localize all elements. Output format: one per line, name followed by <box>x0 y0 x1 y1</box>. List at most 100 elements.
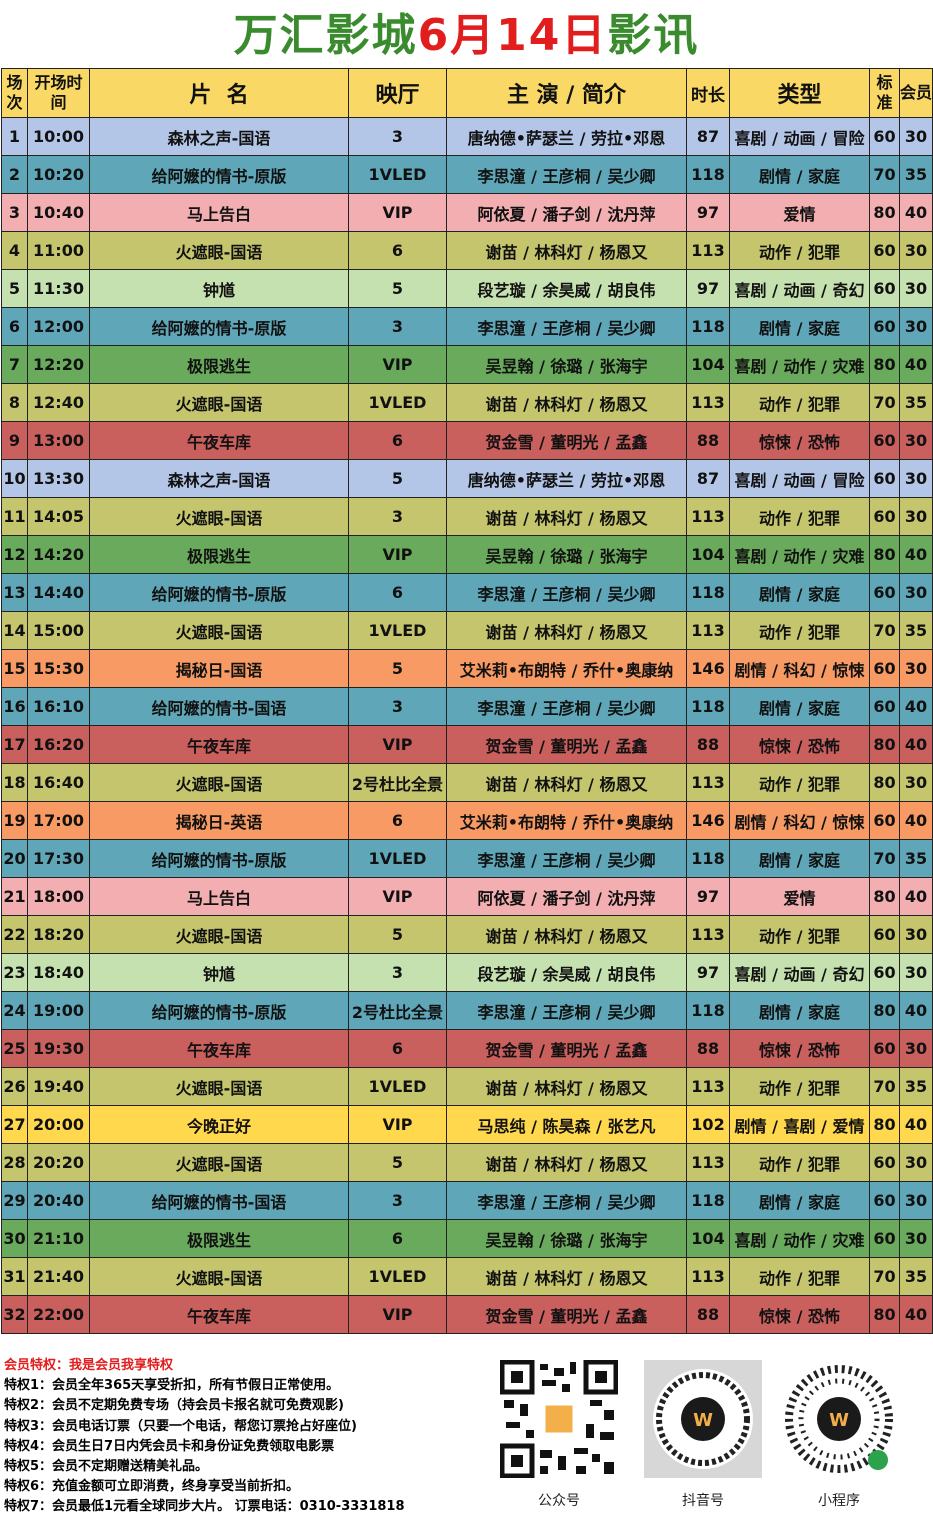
row-standard-price: 60 <box>869 573 900 612</box>
row-film: 马上告白 <box>89 877 349 916</box>
row-duration: 88 <box>686 725 730 764</box>
title-suffix: 影讯 <box>607 10 700 61</box>
schedule-row: 32 22:00 午夜车库 VIP 贺金雪 / 董明光 / 孟鑫 88 惊悚 / 恐怖 80 4… <box>1 1295 933 1334</box>
row-genre: 动作 / 犯罪 <box>729 915 870 954</box>
row-cast: 谢苗 / 林科灯 / 杨恩又 <box>446 1067 687 1106</box>
row-num: 16 <box>1 687 28 726</box>
row-standard-price: 60 <box>869 269 900 308</box>
row-hall: 6 <box>348 1029 447 1068</box>
row-genre: 动作 / 犯罪 <box>729 231 870 270</box>
wechat-qr-code[interactable] <box>499 1359 619 1479</box>
row-film: 午夜车库 <box>89 725 349 764</box>
row-time: 14:20 <box>27 535 90 574</box>
row-film: 今晚正好 <box>89 1105 349 1144</box>
row-num: 25 <box>1 1029 28 1068</box>
schedule-row: 16 16:10 给阿嬷的情书-国语 3 李思潼 / 王彦桐 / 吴少卿 118 剧情 / … <box>1 687 933 726</box>
row-hall: 3 <box>348 687 447 726</box>
row-genre: 剧情 / 家庭 <box>729 687 870 726</box>
row-num: 15 <box>1 649 28 688</box>
row-hall: 5 <box>348 915 447 954</box>
row-hall: 1VLED <box>348 839 447 878</box>
row-time: 16:10 <box>27 687 90 726</box>
schedule-row: 8 12:40 火遮眼-国语 1VLED 谢苗 / 林科灯 / 杨恩又 113 动作 / 犯… <box>1 383 933 422</box>
row-num: 14 <box>1 611 28 650</box>
row-genre: 喜剧 / 动作 / 灾难 <box>729 345 870 384</box>
header-member-price: 会员 <box>899 68 933 118</box>
schedule-row: 2 10:20 给阿嬷的情书-原版 1VLED 李思潼 / 王彦桐 / 吴少卿 118 剧情… <box>1 155 933 194</box>
row-genre: 剧情 / 家庭 <box>729 839 870 878</box>
row-genre: 剧情 / 家庭 <box>729 155 870 194</box>
row-film: 火遮眼-国语 <box>89 1067 349 1106</box>
header-time: 开场时间 <box>27 68 90 118</box>
schedule-row: 21 18:00 马上告白 VIP 阿依夏 / 潘子剑 / 沈丹萍 97 爱情 80 40 <box>1 877 933 916</box>
row-cast: 谢苗 / 林科灯 / 杨恩又 <box>446 497 687 536</box>
douyin-label: 抖音号 <box>682 1493 724 1509</box>
row-hall: 2号杜比全景 <box>348 763 447 802</box>
row-standard-price: 80 <box>869 877 900 916</box>
footer: 会员特权：我是会员我享特权 特权1：会员全年365天享受折扣，所有节假日正常使用… <box>0 1350 933 1529</box>
row-hall: VIP <box>348 725 447 764</box>
row-genre: 动作 / 犯罪 <box>729 1067 870 1106</box>
schedule-row: 1 10:00 森林之声-国语 3 唐纳德•萨瑟兰 / 劳拉•邓恩 87 喜剧 / 动画 /… <box>1 117 933 156</box>
row-genre: 爱情 <box>729 193 870 232</box>
row-duration: 113 <box>686 1067 730 1106</box>
row-standard-price: 60 <box>869 953 900 992</box>
row-time: 12:00 <box>27 307 90 346</box>
row-num: 31 <box>1 1257 28 1296</box>
row-duration: 118 <box>686 155 730 194</box>
schedule-row: 20 17:30 给阿嬷的情书-原版 1VLED 李思潼 / 王彦桐 / 吴少卿 118 剧… <box>1 839 933 878</box>
row-duration: 97 <box>686 269 730 308</box>
row-film: 火遮眼-国语 <box>89 915 349 954</box>
row-duration: 104 <box>686 345 730 384</box>
row-num: 8 <box>1 383 28 422</box>
row-standard-price: 60 <box>869 1181 900 1220</box>
row-time: 15:30 <box>27 649 90 688</box>
row-num: 21 <box>1 877 28 916</box>
row-time: 10:20 <box>27 155 90 194</box>
schedule-row: 22 18:20 火遮眼-国语 5 谢苗 / 林科灯 / 杨恩又 113 动作 / 犯罪 60… <box>1 915 933 954</box>
row-duration: 87 <box>686 459 730 498</box>
row-cast: 艾米莉•布朗特 / 乔什•奥康纳 <box>446 801 687 840</box>
schedule-row: 18 16:40 火遮眼-国语 2号杜比全景 谢苗 / 林科灯 / 杨恩又 113 动作 /… <box>1 763 933 802</box>
schedule-row: 27 20:00 今晚正好 VIP 马思纯 / 陈昊森 / 张艺凡 102 剧情 / 喜剧 … <box>1 1105 933 1144</box>
row-cast: 段艺璇 / 余昊威 / 胡良伟 <box>446 953 687 992</box>
row-time: 17:30 <box>27 839 90 878</box>
row-member-price: 40 <box>899 1105 933 1144</box>
row-standard-price: 60 <box>869 231 900 270</box>
schedule-row: 31 21:40 火遮眼-国语 1VLED 谢苗 / 林科灯 / 杨恩又 113 动作 / … <box>1 1257 933 1296</box>
row-genre: 喜剧 / 动画 / 冒险 <box>729 459 870 498</box>
row-cast: 谢苗 / 林科灯 / 杨恩又 <box>446 611 687 650</box>
row-cast: 李思潼 / 王彦桐 / 吴少卿 <box>446 1181 687 1220</box>
schedule-row: 4 11:00 火遮眼-国语 6 谢苗 / 林科灯 / 杨恩又 113 动作 / 犯罪 60 3… <box>1 231 933 270</box>
row-member-price: 40 <box>899 877 933 916</box>
row-time: 18:40 <box>27 953 90 992</box>
row-standard-price: 60 <box>869 687 900 726</box>
row-standard-price: 70 <box>869 1067 900 1106</box>
row-standard-price: 80 <box>869 345 900 384</box>
row-cast: 李思潼 / 王彦桐 / 吴少卿 <box>446 687 687 726</box>
row-cast: 唐纳德•萨瑟兰 / 劳拉•邓恩 <box>446 459 687 498</box>
row-standard-price: 80 <box>869 725 900 764</box>
row-genre: 惊悚 / 恐怖 <box>729 1295 870 1334</box>
header-duration: 时长 <box>686 68 730 118</box>
row-duration: 88 <box>686 1295 730 1334</box>
row-genre: 动作 / 犯罪 <box>729 611 870 650</box>
member-perks: 会员特权：我是会员我享特权 特权1：会员全年365天享受折扣，所有节假日正常使用… <box>4 1356 494 1518</box>
row-member-price: 30 <box>899 231 933 270</box>
row-hall: 1VLED <box>348 611 447 650</box>
row-num: 32 <box>1 1295 28 1334</box>
row-film: 给阿嬷的情书-原版 <box>89 573 349 612</box>
row-hall: 5 <box>348 649 447 688</box>
row-film: 极限逃生 <box>89 535 349 574</box>
row-cast: 李思潼 / 王彦桐 / 吴少卿 <box>446 991 687 1030</box>
row-cast: 李思潼 / 王彦桐 / 吴少卿 <box>446 155 687 194</box>
row-time: 22:00 <box>27 1295 90 1334</box>
row-cast: 谢苗 / 林科灯 / 杨恩又 <box>446 1257 687 1296</box>
mini-program-qr-code[interactable]: W <box>780 1360 898 1478</box>
header-num: 场次 <box>1 68 28 118</box>
perk-item: 特权3：会员电话订票（只要一个电话，帮您订票抢占好座位) <box>4 1418 357 1434</box>
row-duration: 88 <box>686 421 730 460</box>
row-hall: 3 <box>348 497 447 536</box>
douyin-qr-code[interactable]: W <box>644 1360 762 1478</box>
row-standard-price: 80 <box>869 535 900 574</box>
